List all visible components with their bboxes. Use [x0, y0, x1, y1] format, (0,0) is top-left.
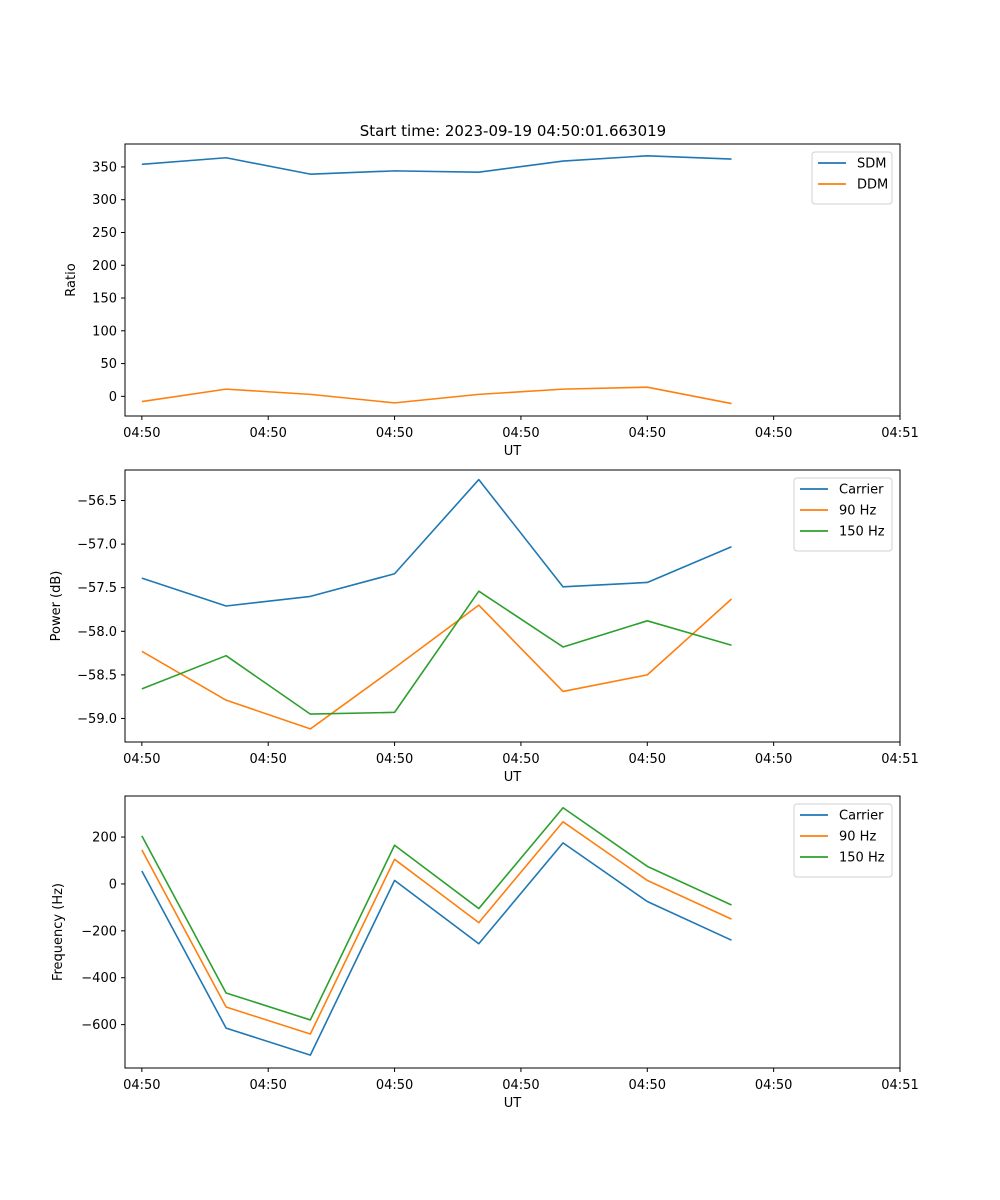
plot-1: 04:50 04:50 04:50 04:50 04:50 04:50 04:51 0 50 10… [64, 143, 919, 459]
x-tick-label: 04:50 [502, 752, 539, 767]
x-tick-label: 04:50 [629, 1078, 666, 1093]
legend-label: 90 Hz [839, 504, 876, 519]
legend-label: 150 Hz [839, 525, 885, 540]
plot-2: 04:50 04:50 04:50 04:50 04:50 04:50 04:51 −59.0… [49, 469, 919, 785]
axes-frame [124, 143, 901, 417]
series-line-90-hz [141, 598, 733, 730]
plot-3: 04:50 04:50 04:50 04:50 04:50 04:50 04:51 −600 −… [51, 795, 919, 1111]
x-tick-label: 04:50 [502, 1078, 539, 1093]
x-tick-label: 04:50 [249, 426, 286, 441]
legend: SDM DDM [811, 151, 893, 205]
y-tick-label: −57.0 [77, 538, 117, 553]
x-tick-label: 04:50 [502, 426, 539, 441]
x-axis-label: UT [504, 444, 522, 459]
x-tick-label: 04:50 [629, 426, 666, 441]
legend-label: DDM [857, 178, 888, 193]
x-tick-label: 04:50 [249, 1078, 286, 1093]
y-axis-label: Frequency (Hz) [51, 883, 66, 981]
series-line-carrier [141, 478, 732, 607]
legend-label: 150 Hz [839, 851, 885, 866]
y-tick-label: 100 [92, 324, 117, 339]
x-tick-label: 04:50 [123, 1078, 160, 1093]
legend-label: Carrier [839, 483, 884, 498]
x-tick-label: 04:50 [376, 426, 413, 441]
x-tick-label: 04:50 [755, 426, 792, 441]
y-tick-label: −58.0 [77, 625, 117, 640]
y-axis-label: Ratio [64, 263, 79, 296]
axes-frame [124, 469, 901, 743]
y-tick-label: −400 [81, 971, 117, 986]
y-tick-label: −57.5 [77, 581, 117, 596]
x-tick-label: 04:50 [755, 752, 792, 767]
y-tick-label: 200 [92, 259, 117, 274]
x-tick-label: 04:50 [629, 752, 666, 767]
y-tick-label: 300 [92, 193, 117, 208]
y-tick-label: 50 [100, 357, 117, 372]
y-tick-label: −58.5 [77, 668, 117, 683]
x-tick-label: 04:51 [881, 752, 918, 767]
series-line-carrier [141, 842, 732, 1056]
x-tick-label: 04:50 [376, 1078, 413, 1093]
legend-label: Carrier [839, 809, 884, 824]
x-tick-label: 04:50 [249, 752, 286, 767]
y-tick-label: 250 [92, 226, 117, 241]
y-tick-label: −59.0 [77, 712, 117, 727]
legend-label: 90 Hz [839, 830, 876, 845]
series-line-150-hz [141, 590, 732, 715]
x-tick-label: 04:50 [123, 426, 160, 441]
x-tick-label: 04:50 [755, 1078, 792, 1093]
y-tick-label: 0 [109, 390, 117, 405]
y-tick-label: 200 [92, 831, 117, 846]
legend: Carrier 90 Hz 150 Hz [793, 803, 893, 878]
y-tick-label: 0 [109, 877, 117, 892]
axes-frame [124, 795, 901, 1069]
series-line-150-hz [141, 806, 732, 1021]
series-line-90-hz [141, 820, 732, 1035]
plots-container: 04:50 04:50 04:50 04:50 04:50 04:50 04:51 0 50 10… [49, 143, 919, 1111]
x-tick-label: 04:50 [376, 752, 413, 767]
x-tick-label: 04:50 [123, 752, 160, 767]
figure-title: Start time: 2023-09-19 04:50:01.663019 [360, 122, 666, 140]
x-tick-label: 04:51 [881, 426, 918, 441]
legend-box [793, 477, 893, 552]
x-tick-label: 04:51 [881, 1078, 918, 1093]
y-tick-label: −56.5 [77, 494, 117, 509]
y-tick-label: 150 [92, 292, 117, 307]
y-tick-label: 350 [92, 160, 117, 175]
series-line-ddm [141, 386, 732, 405]
legend: Carrier 90 Hz 150 Hz [793, 477, 893, 552]
y-tick-label: −600 [81, 1018, 117, 1033]
legend-label: SDM [857, 157, 886, 172]
x-axis-label: UT [504, 770, 522, 785]
x-axis-label: UT [504, 1096, 522, 1111]
y-axis-label: Power (dB) [49, 571, 64, 642]
legend-box [811, 151, 893, 205]
series-line-sdm [141, 155, 732, 175]
y-tick-label: −200 [81, 924, 117, 939]
legend-box [793, 803, 893, 878]
